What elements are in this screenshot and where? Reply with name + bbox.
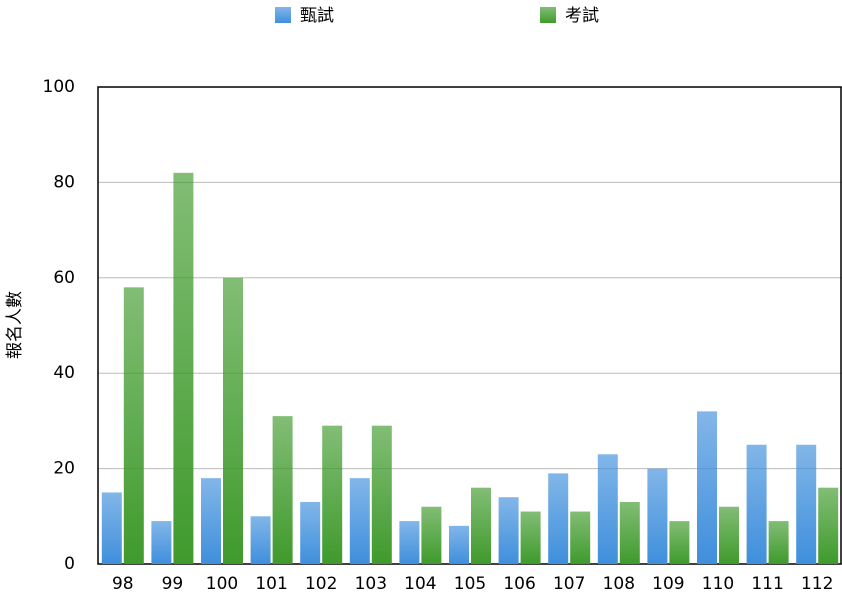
bar bbox=[101, 492, 122, 564]
bar bbox=[250, 516, 271, 564]
bar bbox=[123, 287, 144, 564]
legend-label: 甄試 bbox=[300, 6, 334, 26]
y-tick-label: 0 bbox=[64, 554, 75, 574]
bar bbox=[570, 511, 591, 564]
x-tick-label: 107 bbox=[553, 574, 585, 594]
bar bbox=[498, 497, 519, 564]
bar bbox=[349, 478, 370, 564]
legend-swatch bbox=[540, 7, 556, 23]
bar bbox=[746, 444, 767, 564]
y-tick-label: 60 bbox=[53, 268, 75, 288]
bar bbox=[548, 473, 569, 564]
x-tick-label: 112 bbox=[801, 574, 833, 594]
bar bbox=[669, 521, 690, 564]
bar bbox=[449, 525, 469, 564]
x-tick-label: 109 bbox=[652, 574, 684, 594]
bar bbox=[421, 506, 442, 564]
x-tick-label: 101 bbox=[255, 574, 287, 594]
x-tick-label: 108 bbox=[603, 574, 635, 594]
bar bbox=[371, 425, 392, 564]
x-tick-label: 104 bbox=[404, 574, 436, 594]
bar bbox=[520, 511, 541, 564]
bar bbox=[818, 487, 839, 564]
x-tick-label: 110 bbox=[702, 574, 734, 594]
bar bbox=[399, 521, 420, 564]
x-tick-label: 100 bbox=[206, 574, 238, 594]
bar bbox=[151, 521, 172, 564]
bar bbox=[796, 444, 817, 564]
bar bbox=[201, 478, 221, 564]
bar bbox=[223, 277, 243, 564]
bar bbox=[768, 521, 789, 564]
x-tick-label: 106 bbox=[503, 574, 535, 594]
y-tick-label: 100 bbox=[43, 77, 75, 97]
bar bbox=[647, 468, 668, 564]
bar bbox=[719, 506, 739, 564]
bar bbox=[471, 487, 491, 564]
legend-label: 考試 bbox=[565, 6, 599, 26]
bar bbox=[272, 416, 293, 564]
bar bbox=[619, 501, 640, 564]
bar bbox=[322, 425, 343, 564]
x-tick-label: 98 bbox=[112, 574, 134, 594]
legend-swatch bbox=[275, 7, 291, 23]
bar bbox=[697, 411, 717, 564]
x-tick-label: 99 bbox=[162, 574, 184, 594]
x-tick-label: 105 bbox=[454, 574, 486, 594]
y-axis-label: 報名人數 bbox=[5, 291, 25, 359]
bar bbox=[597, 454, 618, 564]
x-tick-label: 102 bbox=[305, 574, 337, 594]
y-tick-label: 80 bbox=[53, 172, 75, 192]
bar bbox=[300, 501, 321, 564]
bar bbox=[173, 172, 194, 565]
x-tick-label: 103 bbox=[355, 574, 387, 594]
plot-frame bbox=[97, 86, 842, 565]
y-tick-label: 40 bbox=[53, 363, 75, 383]
x-tick-label: 111 bbox=[751, 574, 783, 594]
y-tick-label: 20 bbox=[53, 459, 75, 479]
